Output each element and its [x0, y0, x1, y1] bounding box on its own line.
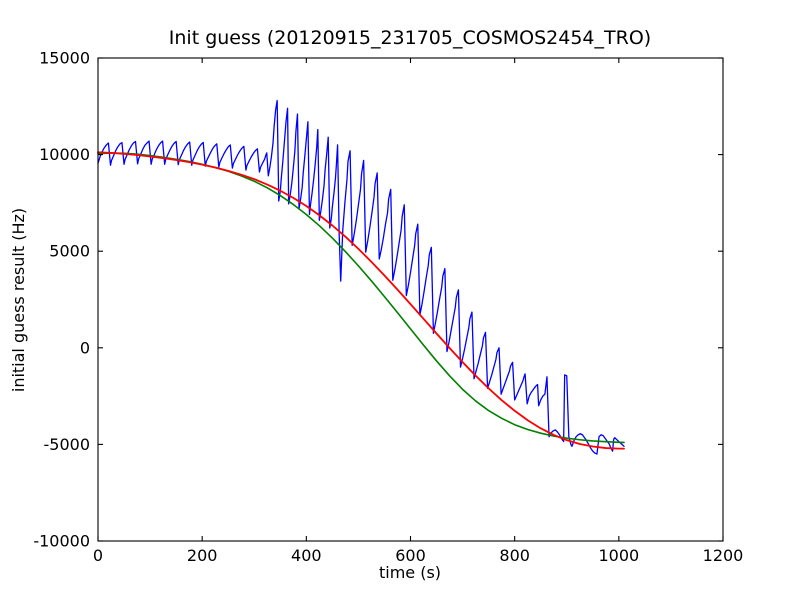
series-layer: [97, 99, 625, 455]
x-tick-label: 200: [187, 546, 218, 565]
y-tick-label: 5000: [49, 242, 90, 261]
x-tick-label: 0: [93, 546, 103, 565]
series-fitted-curve: [97, 151, 625, 450]
x-tick-label: 1000: [598, 546, 639, 565]
x-axis-label: time (s): [379, 563, 441, 582]
chart-title: Init guess (20120915_231705_COSMOS2454_T…: [169, 27, 651, 49]
y-tick-label: 0: [80, 338, 90, 357]
x-tick-label: 1200: [703, 546, 744, 565]
x-tick-label: 800: [499, 546, 530, 565]
x-tick-label: 400: [291, 546, 322, 565]
y-tick-label: -5000: [44, 435, 91, 454]
y-axis-label: initial guess result (Hz): [9, 208, 28, 392]
x-tick-label: 600: [395, 546, 426, 565]
y-tick-label: 10000: [39, 145, 90, 164]
series-raw-initial-guess: [97, 99, 625, 455]
y-tick-label: -10000: [33, 532, 90, 551]
tick-layer: 0 200 400 600 800 1000 1200 -10000 -5000 0 5000 100…: [33, 49, 743, 566]
y-tick-label: 15000: [39, 49, 90, 68]
